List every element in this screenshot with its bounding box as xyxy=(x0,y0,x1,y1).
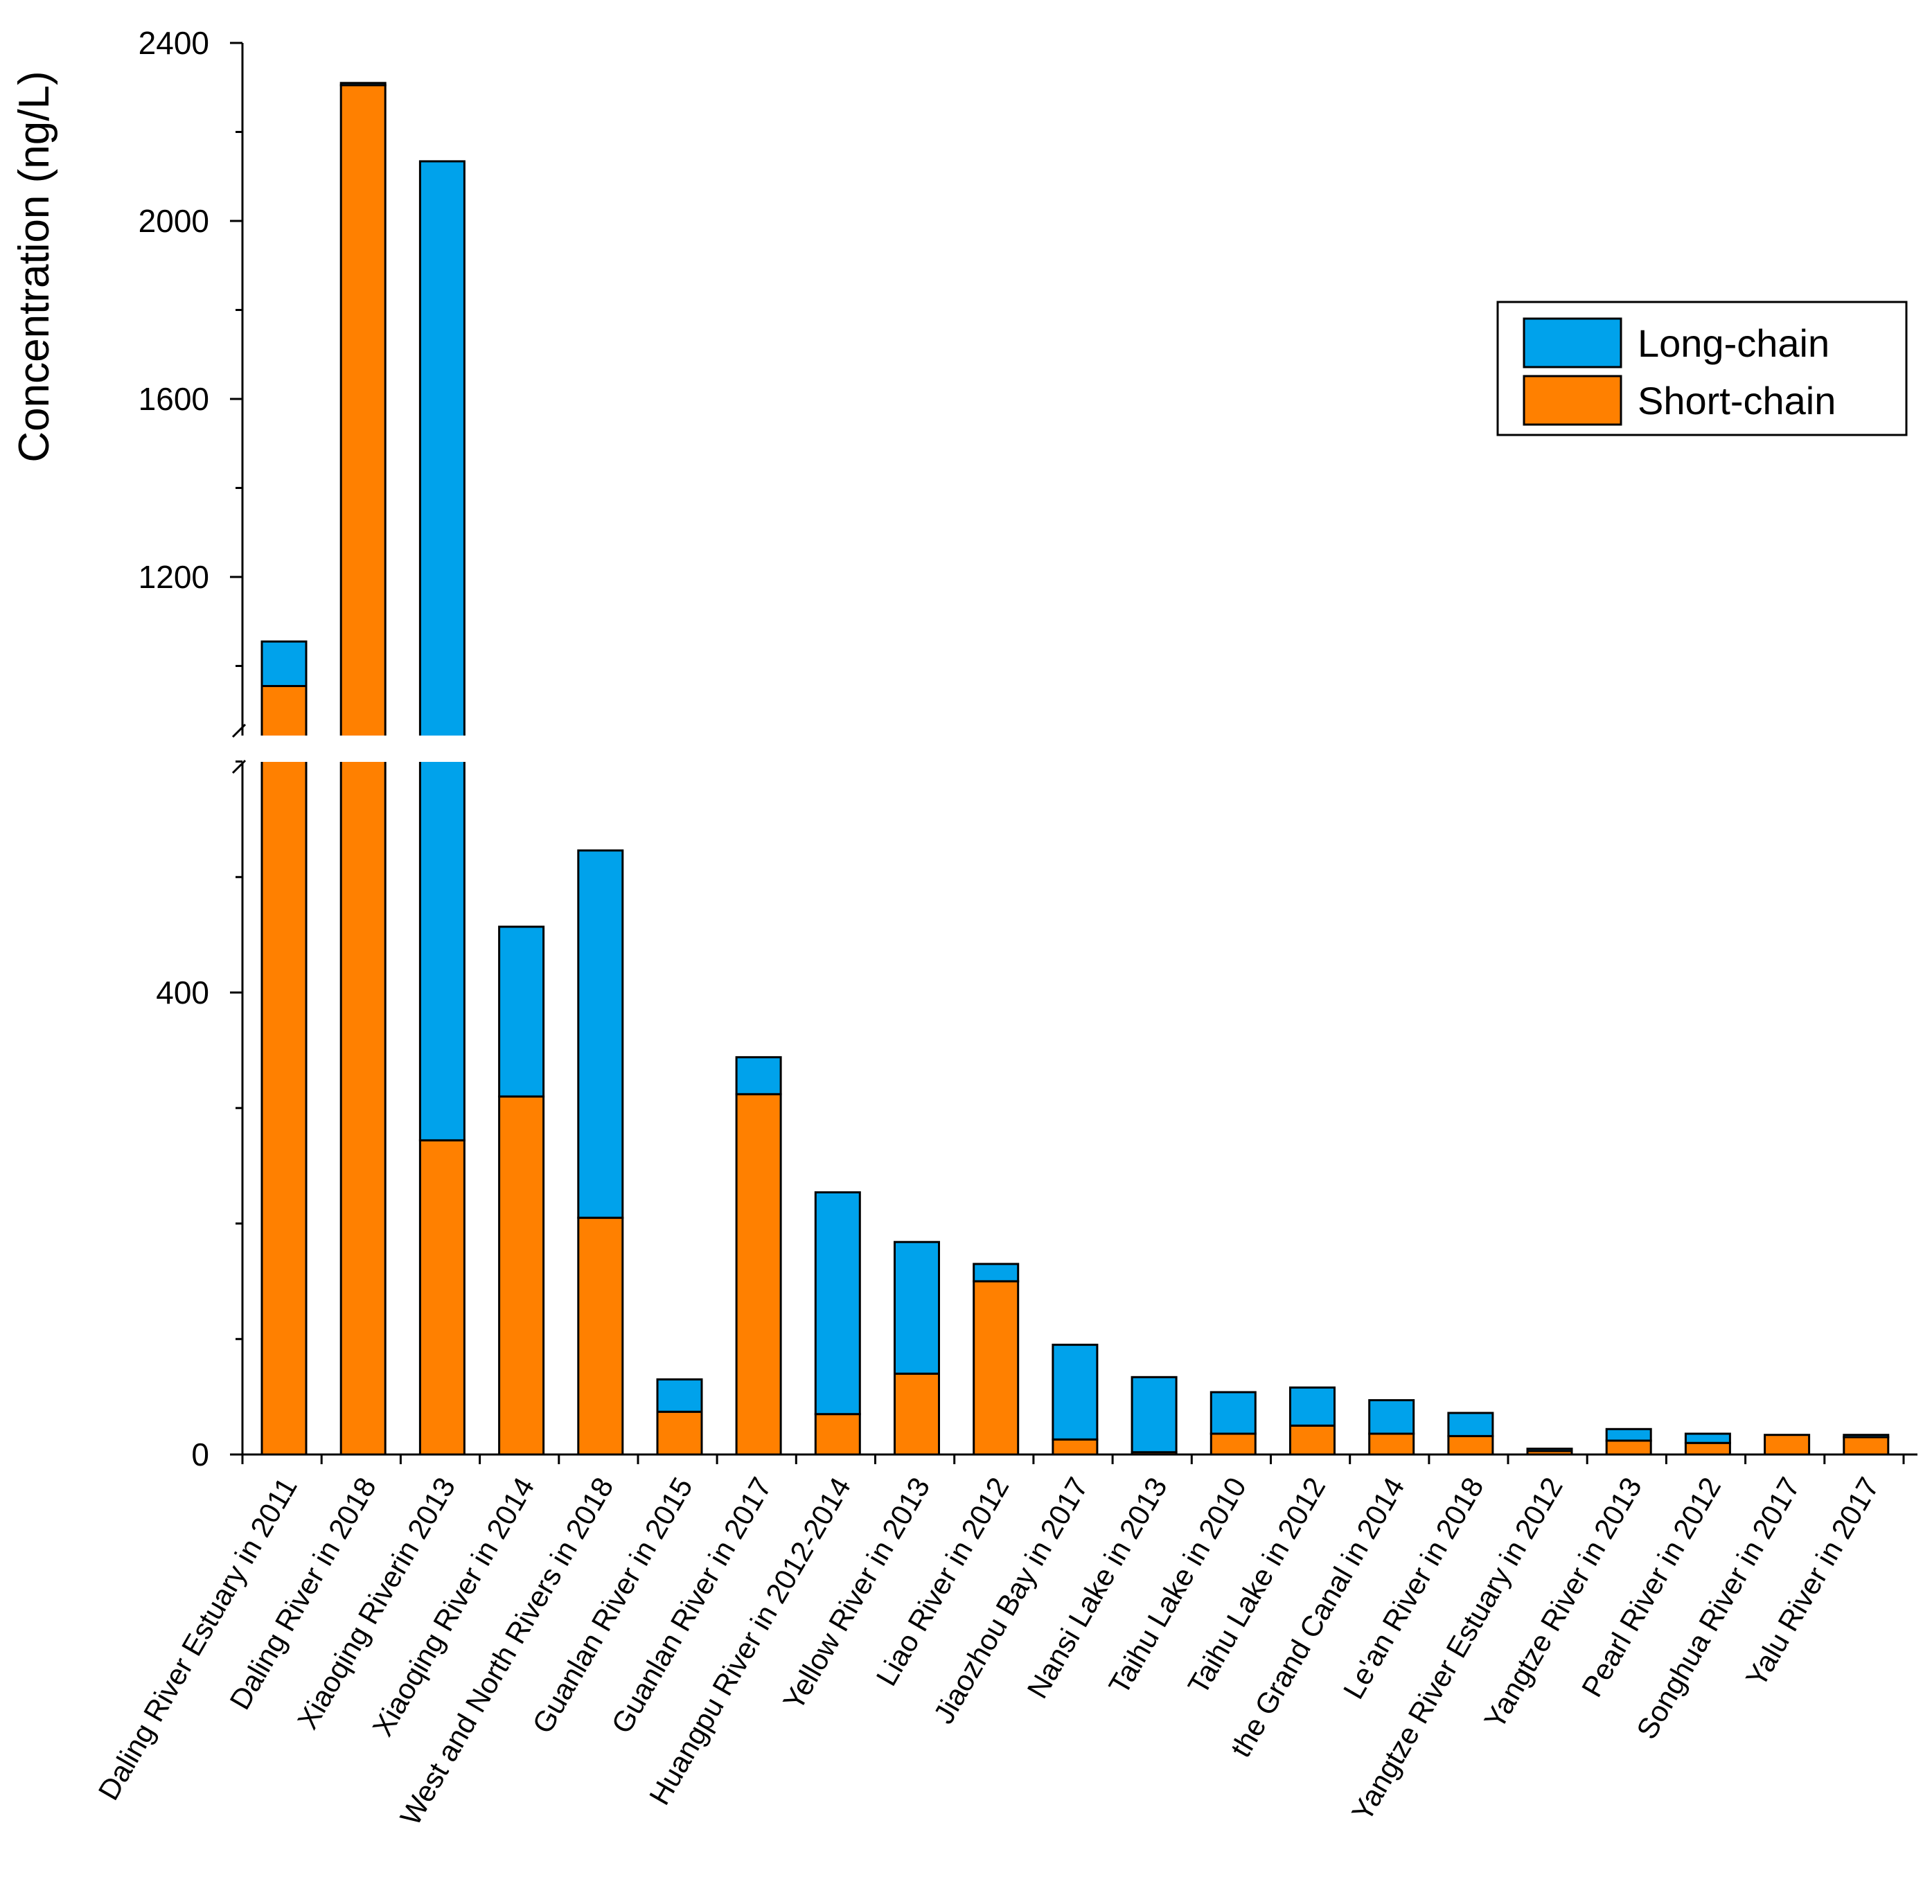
bar-short-chain-17 xyxy=(1605,1439,1652,1456)
bar-long-chain-2 xyxy=(418,160,466,1141)
bar-short-chain-10 xyxy=(1052,1438,1099,1456)
bar-long-chain-17 xyxy=(1605,1427,1652,1442)
y-tick-label-2400: 2400 xyxy=(139,25,209,61)
bar-short-chain-6 xyxy=(735,1093,782,1456)
y-tick-label-0: 0 xyxy=(191,1436,209,1473)
y-tick-label-1600: 1600 xyxy=(139,381,209,417)
bar-short-chain-5 xyxy=(656,1410,703,1456)
y-tick-label-2000: 2000 xyxy=(139,203,209,239)
y-tick-label-1200: 1200 xyxy=(139,559,209,595)
bar-long-chain-15 xyxy=(1447,1412,1494,1437)
bar-long-chain-10 xyxy=(1052,1344,1099,1441)
bar-long-chain-16 xyxy=(1526,1448,1573,1452)
bar-short-chain-1 xyxy=(339,84,387,1456)
legend-label-long-chain: Long-chain xyxy=(1638,321,1829,365)
y-axis-label: Concentration (ng/L) xyxy=(10,71,58,462)
bar-short-chain-8 xyxy=(894,1372,940,1456)
legend-label-short-chain: Short-chain xyxy=(1638,379,1836,422)
bar-long-chain-13 xyxy=(1289,1386,1336,1427)
y-ticks-layer: 0 400 1200 1600 2000 2400 xyxy=(139,25,242,1473)
legend-swatch-short-chain xyxy=(1523,375,1622,426)
bar-short-chain-0 xyxy=(260,684,308,1456)
bar-long-chain-11 xyxy=(1131,1376,1178,1454)
bar-long-chain-8 xyxy=(894,1240,940,1375)
bar-long-chain-7 xyxy=(814,1191,861,1416)
bar-short-chain-12 xyxy=(1209,1432,1257,1456)
bar-short-chain-3 xyxy=(498,1095,545,1456)
bar-short-chain-18 xyxy=(1684,1441,1731,1456)
legend-swatch-long-chain xyxy=(1523,317,1622,368)
legend: Long-chain Short-chain xyxy=(1496,301,1908,436)
bar-long-chain-14 xyxy=(1368,1399,1415,1435)
bar-long-chain-6 xyxy=(735,1056,782,1096)
bar-long-chain-20 xyxy=(1843,1434,1890,1439)
break-mark-lower xyxy=(231,759,247,774)
bar-long-chain-18 xyxy=(1684,1432,1731,1444)
bar-long-chain-3 xyxy=(498,925,545,1098)
bar-long-chain-9 xyxy=(973,1263,1020,1283)
y-tick-label-400: 400 xyxy=(156,975,209,1011)
bar-short-chain-9 xyxy=(973,1280,1020,1456)
axis-break-gap xyxy=(234,736,1923,762)
bar-short-chain-7 xyxy=(814,1413,861,1456)
bar-short-chain-15 xyxy=(1447,1434,1494,1456)
bar-long-chain-4 xyxy=(577,849,624,1219)
bar-long-chain-0 xyxy=(260,640,308,688)
bar-short-chain-13 xyxy=(1289,1424,1336,1456)
bar-short-chain-2 xyxy=(418,1139,466,1456)
bar-short-chain-14 xyxy=(1368,1432,1415,1456)
bar-long-chain-1 xyxy=(339,82,387,87)
bar-long-chain-5 xyxy=(656,1378,703,1413)
bar-short-chain-4 xyxy=(577,1216,624,1456)
bar-short-chain-19 xyxy=(1764,1434,1811,1456)
bar-long-chain-12 xyxy=(1209,1391,1257,1435)
break-band xyxy=(234,736,1923,762)
bars-layer xyxy=(260,82,1890,1456)
break-mark-upper xyxy=(231,723,247,738)
bar-short-chain-20 xyxy=(1843,1436,1890,1456)
